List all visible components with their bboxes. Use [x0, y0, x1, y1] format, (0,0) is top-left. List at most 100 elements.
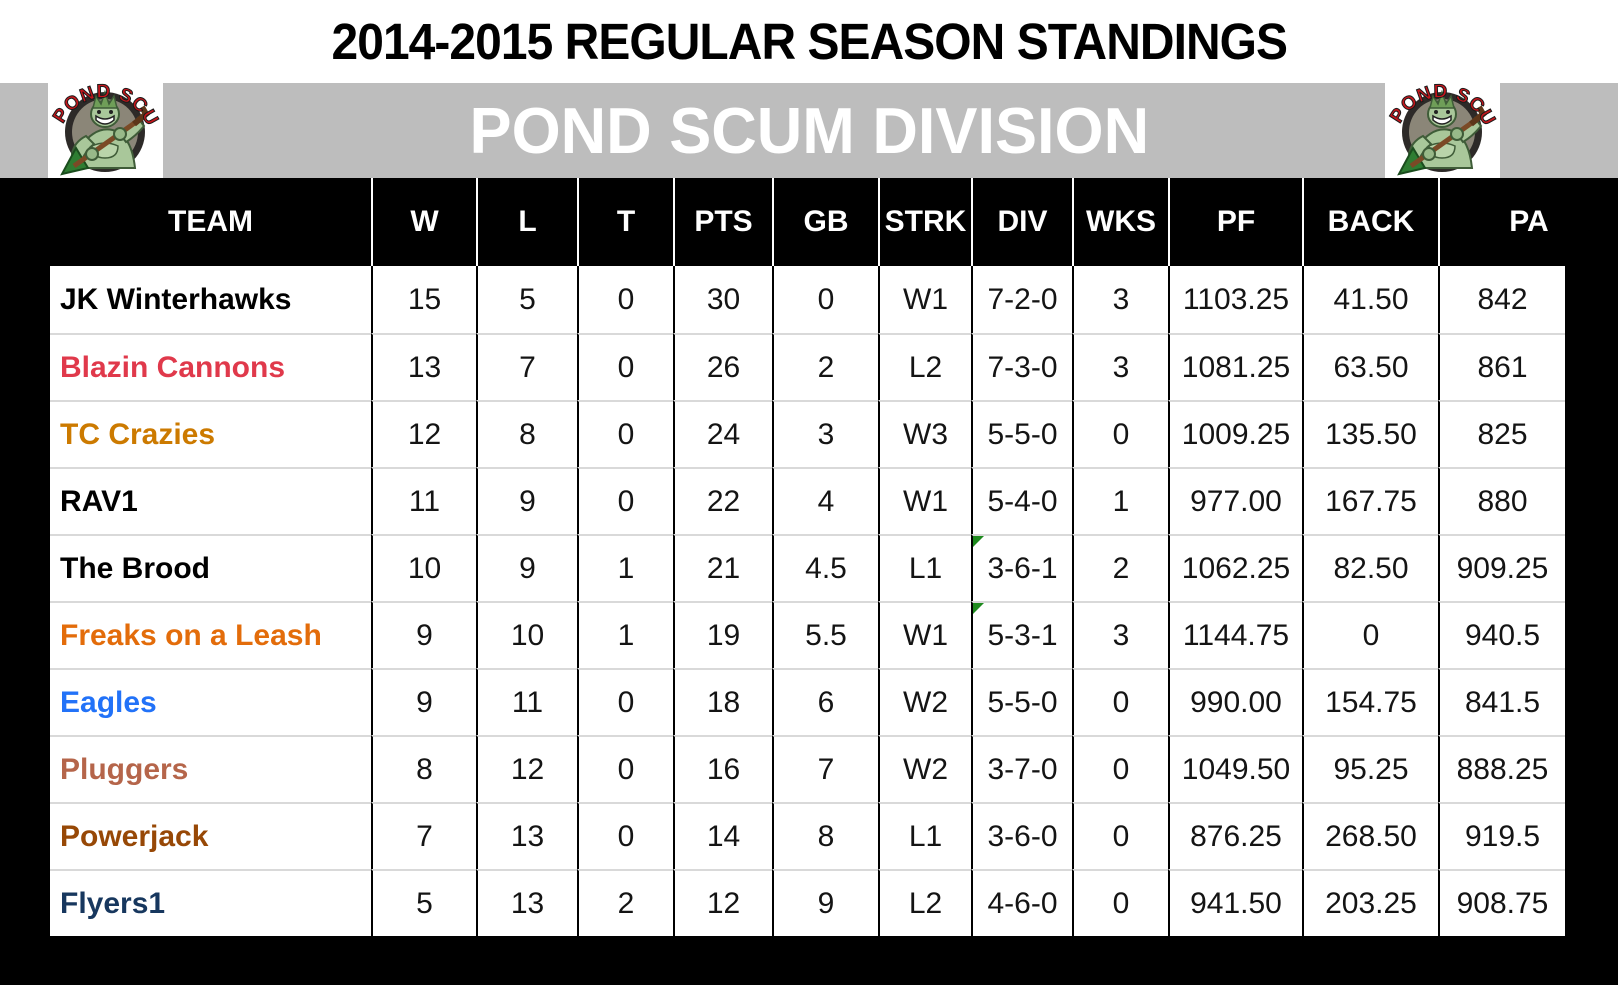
stat-cell-strk: W1: [878, 601, 971, 668]
col-header-pts: PTS: [673, 178, 772, 266]
team-cell: TC Crazies: [50, 400, 371, 467]
stat-cell-div: 3-6-1: [971, 534, 1072, 601]
stat-cell-w: 7: [371, 802, 476, 869]
team-cell: Freaks on a Leash: [50, 601, 371, 668]
col-header-w: W: [371, 178, 476, 266]
stat-cell-gb: 6: [772, 668, 878, 735]
stat-cell-back: 95.25: [1302, 735, 1438, 802]
team-cell: Flyers1: [50, 869, 371, 936]
stat-cell-l: 13: [476, 869, 577, 936]
stat-cell-pf: 1062.25: [1168, 534, 1302, 601]
stat-cell-l: 13: [476, 802, 577, 869]
stat-cell-strk: W1: [878, 266, 971, 333]
stat-cell-pf: 1144.75: [1168, 601, 1302, 668]
stat-cell-l: 10: [476, 601, 577, 668]
team-cell: Pluggers: [50, 735, 371, 802]
stat-cell-t: 0: [577, 400, 673, 467]
stat-cell-strk: L1: [878, 534, 971, 601]
stat-cell-strk: W2: [878, 735, 971, 802]
stat-cell-strk: W1: [878, 467, 971, 534]
stat-cell-pa: 888.25: [1438, 735, 1565, 802]
col-header-pf: PF: [1168, 178, 1302, 266]
team-cell: The Brood: [50, 534, 371, 601]
col-header-l: L: [476, 178, 577, 266]
stat-cell-pts: 18: [673, 668, 772, 735]
stat-cell-l: 11: [476, 668, 577, 735]
stat-cell-back: 63.50: [1302, 333, 1438, 400]
stat-cell-t: 1: [577, 601, 673, 668]
stat-cell-gb: 8: [772, 802, 878, 869]
stat-cell-wks: 0: [1072, 735, 1168, 802]
stat-cell-gb: 4: [772, 467, 878, 534]
team-cell: JK Winterhawks: [50, 266, 371, 333]
stat-cell-pf: 1049.50: [1168, 735, 1302, 802]
stat-cell-w: 9: [371, 668, 476, 735]
stat-cell-div: 5-4-0: [971, 467, 1072, 534]
col-header-wks: WKS: [1072, 178, 1168, 266]
stat-cell-pa: 908.75: [1438, 869, 1565, 936]
stat-cell-back: 268.50: [1302, 802, 1438, 869]
team-cell: Powerjack: [50, 802, 371, 869]
stat-cell-t: 1: [577, 534, 673, 601]
stat-cell-pf: 1009.25: [1168, 400, 1302, 467]
stat-cell-pa: 841.5: [1438, 668, 1565, 735]
stat-cell-w: 8: [371, 735, 476, 802]
stat-cell-pts: 19: [673, 601, 772, 668]
stat-cell-back: 167.75: [1302, 467, 1438, 534]
stat-cell-div: 5-5-0: [971, 668, 1072, 735]
col-header-team: TEAM: [168, 205, 253, 238]
stat-cell-div: 7-3-0: [971, 333, 1072, 400]
stat-cell-strk: L2: [878, 869, 971, 936]
stat-cell-pts: 22: [673, 467, 772, 534]
stat-cell-t: 0: [577, 467, 673, 534]
pond-scum-monster-icon: POND SCUM: [1385, 70, 1499, 176]
stat-cell-w: 12: [371, 400, 476, 467]
title-band: 2014-2015 REGULAR SEASON STANDINGS: [0, 0, 1618, 83]
stat-cell-pa: 842: [1438, 266, 1565, 333]
stat-cell-gb: 5.5: [772, 601, 878, 668]
stat-cell-w: 9: [371, 601, 476, 668]
stat-cell-t: 0: [577, 333, 673, 400]
stat-cell-pts: 16: [673, 735, 772, 802]
division-title: POND SCUM DIVISION: [469, 94, 1149, 167]
stat-cell-pa: 880: [1438, 467, 1565, 534]
team-cell: RAV1: [50, 467, 371, 534]
page-title: 2014-2015 REGULAR SEASON STANDINGS: [331, 13, 1287, 70]
stat-cell-w: 15: [371, 266, 476, 333]
stat-cell-back: 135.50: [1302, 400, 1438, 467]
stat-cell-pts: 12: [673, 869, 772, 936]
stat-cell-wks: 3: [1072, 601, 1168, 668]
stat-cell-gb: 9: [772, 869, 878, 936]
team-cell: Eagles: [50, 668, 371, 735]
stat-cell-pa: 919.5: [1438, 802, 1565, 869]
stat-cell-back: 41.50: [1302, 266, 1438, 333]
col-header-gb: GB: [772, 178, 878, 266]
division-band: POND SCUM DIVISION: [0, 83, 1618, 178]
stat-cell-gb: 2: [772, 333, 878, 400]
table-bottom-border: [0, 936, 1618, 985]
stat-cell-pts: 21: [673, 534, 772, 601]
stat-cell-pa: 940.5: [1438, 601, 1565, 668]
stat-cell-t: 0: [577, 735, 673, 802]
stat-cell-strk: W3: [878, 400, 971, 467]
stat-cell-wks: 0: [1072, 869, 1168, 936]
stat-cell-l: 9: [476, 534, 577, 601]
stat-cell-div: 7-2-0: [971, 266, 1072, 333]
stat-cell-l: 12: [476, 735, 577, 802]
stat-cell-l: 8: [476, 400, 577, 467]
stat-cell-w: 10: [371, 534, 476, 601]
stat-cell-pf: 876.25: [1168, 802, 1302, 869]
stat-cell-l: 5: [476, 266, 577, 333]
stat-cell-gb: 3: [772, 400, 878, 467]
team-cell: Blazin Cannons: [50, 333, 371, 400]
pond-scum-logo: POND SCUM: [1385, 70, 1500, 178]
stat-cell-div: 5-5-0: [971, 400, 1072, 467]
stat-cell-wks: 0: [1072, 802, 1168, 869]
stat-cell-wks: 1: [1072, 467, 1168, 534]
stat-cell-strk: W2: [878, 668, 971, 735]
stat-cell-pf: 977.00: [1168, 467, 1302, 534]
stat-cell-wks: 2: [1072, 534, 1168, 601]
stat-cell-gb: 4.5: [772, 534, 878, 601]
stat-cell-t: 2: [577, 869, 673, 936]
stat-cell-pf: 990.00: [1168, 668, 1302, 735]
